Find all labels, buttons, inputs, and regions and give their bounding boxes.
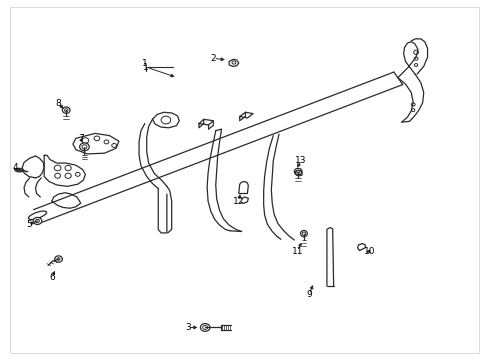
Text: 4: 4 bbox=[13, 163, 18, 172]
Ellipse shape bbox=[294, 168, 302, 175]
Text: 6: 6 bbox=[49, 273, 55, 282]
Ellipse shape bbox=[15, 168, 23, 172]
Ellipse shape bbox=[80, 143, 89, 151]
Ellipse shape bbox=[33, 217, 41, 224]
Polygon shape bbox=[73, 134, 119, 154]
Text: 5: 5 bbox=[26, 220, 32, 229]
Text: 3: 3 bbox=[184, 323, 190, 332]
Text: 10: 10 bbox=[364, 247, 375, 256]
Text: 12: 12 bbox=[233, 197, 244, 206]
Ellipse shape bbox=[300, 230, 306, 237]
Text: 11: 11 bbox=[291, 247, 303, 256]
Text: 13: 13 bbox=[295, 156, 306, 165]
Text: 8: 8 bbox=[56, 99, 61, 108]
Text: 9: 9 bbox=[305, 290, 311, 299]
Text: 7: 7 bbox=[78, 134, 83, 143]
Ellipse shape bbox=[200, 324, 209, 331]
Polygon shape bbox=[229, 59, 238, 66]
Text: 1: 1 bbox=[142, 59, 148, 68]
Text: 2: 2 bbox=[210, 54, 216, 63]
Text: 1: 1 bbox=[143, 63, 149, 72]
Ellipse shape bbox=[28, 211, 46, 220]
Ellipse shape bbox=[55, 256, 62, 262]
Ellipse shape bbox=[62, 107, 70, 113]
